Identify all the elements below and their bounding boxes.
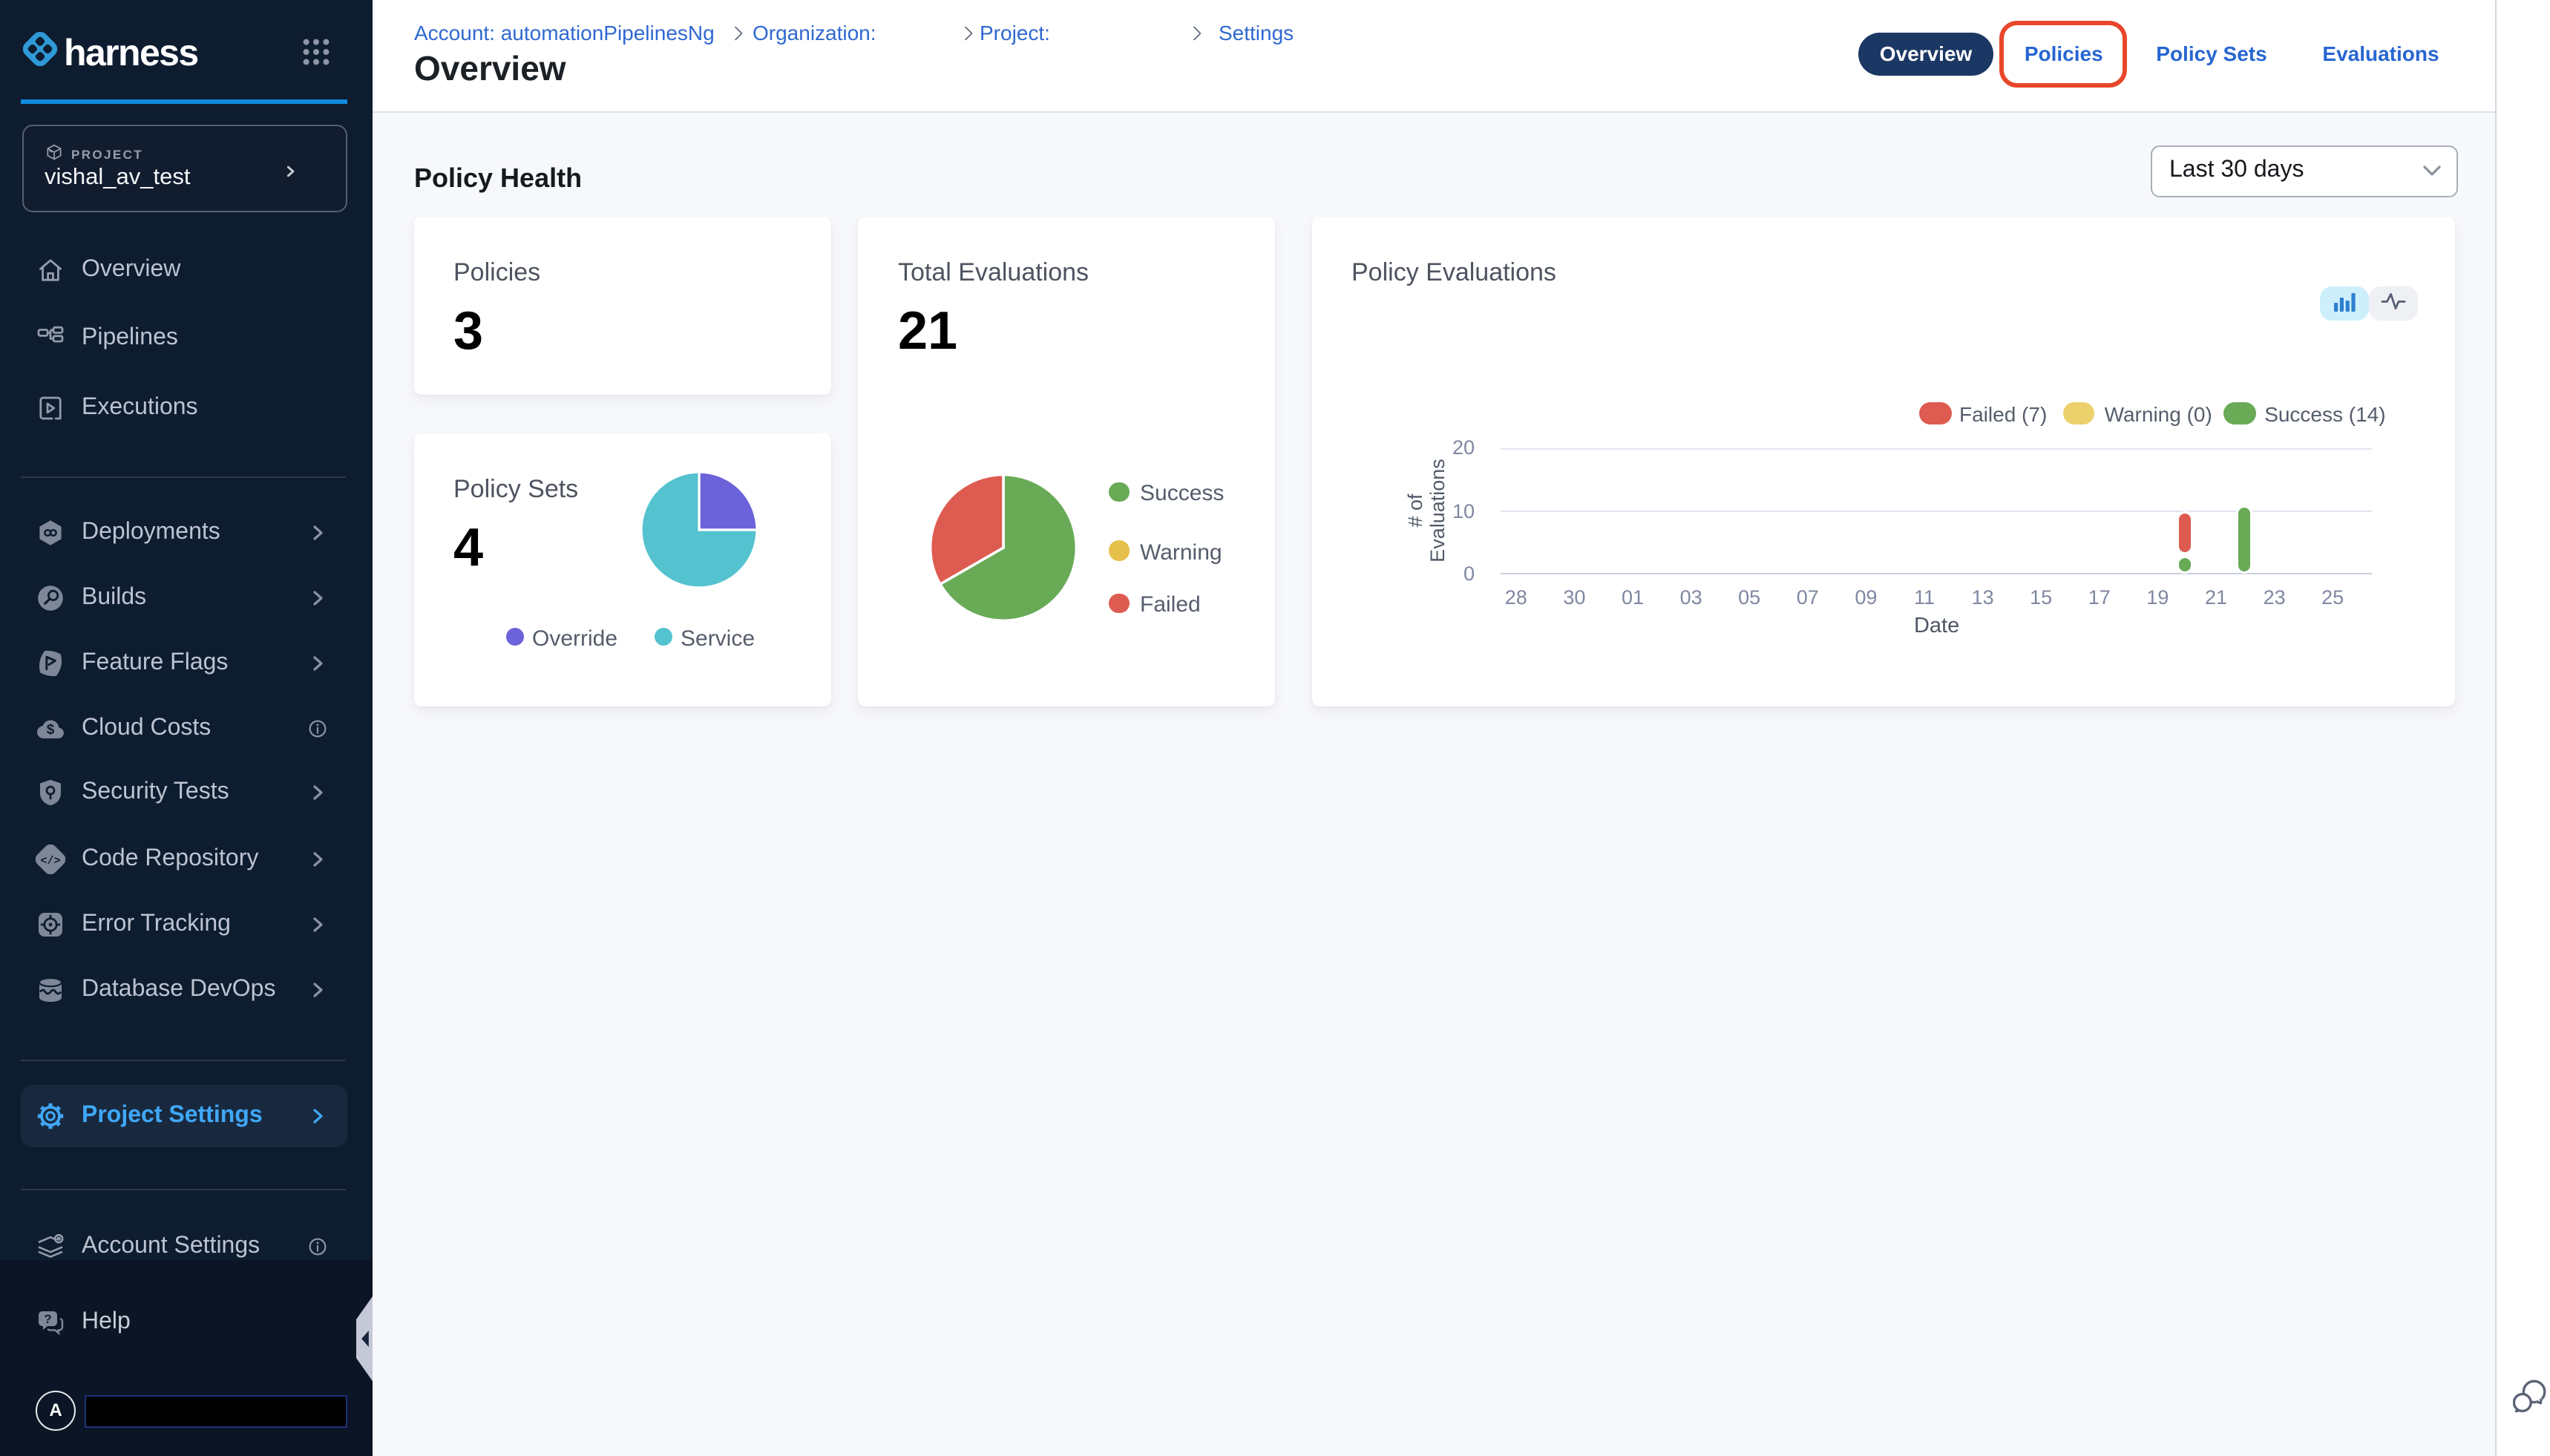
svg-text:</>: </> — [40, 854, 60, 867]
svg-text:$: $ — [47, 721, 55, 737]
svg-text:?: ? — [44, 1312, 51, 1326]
